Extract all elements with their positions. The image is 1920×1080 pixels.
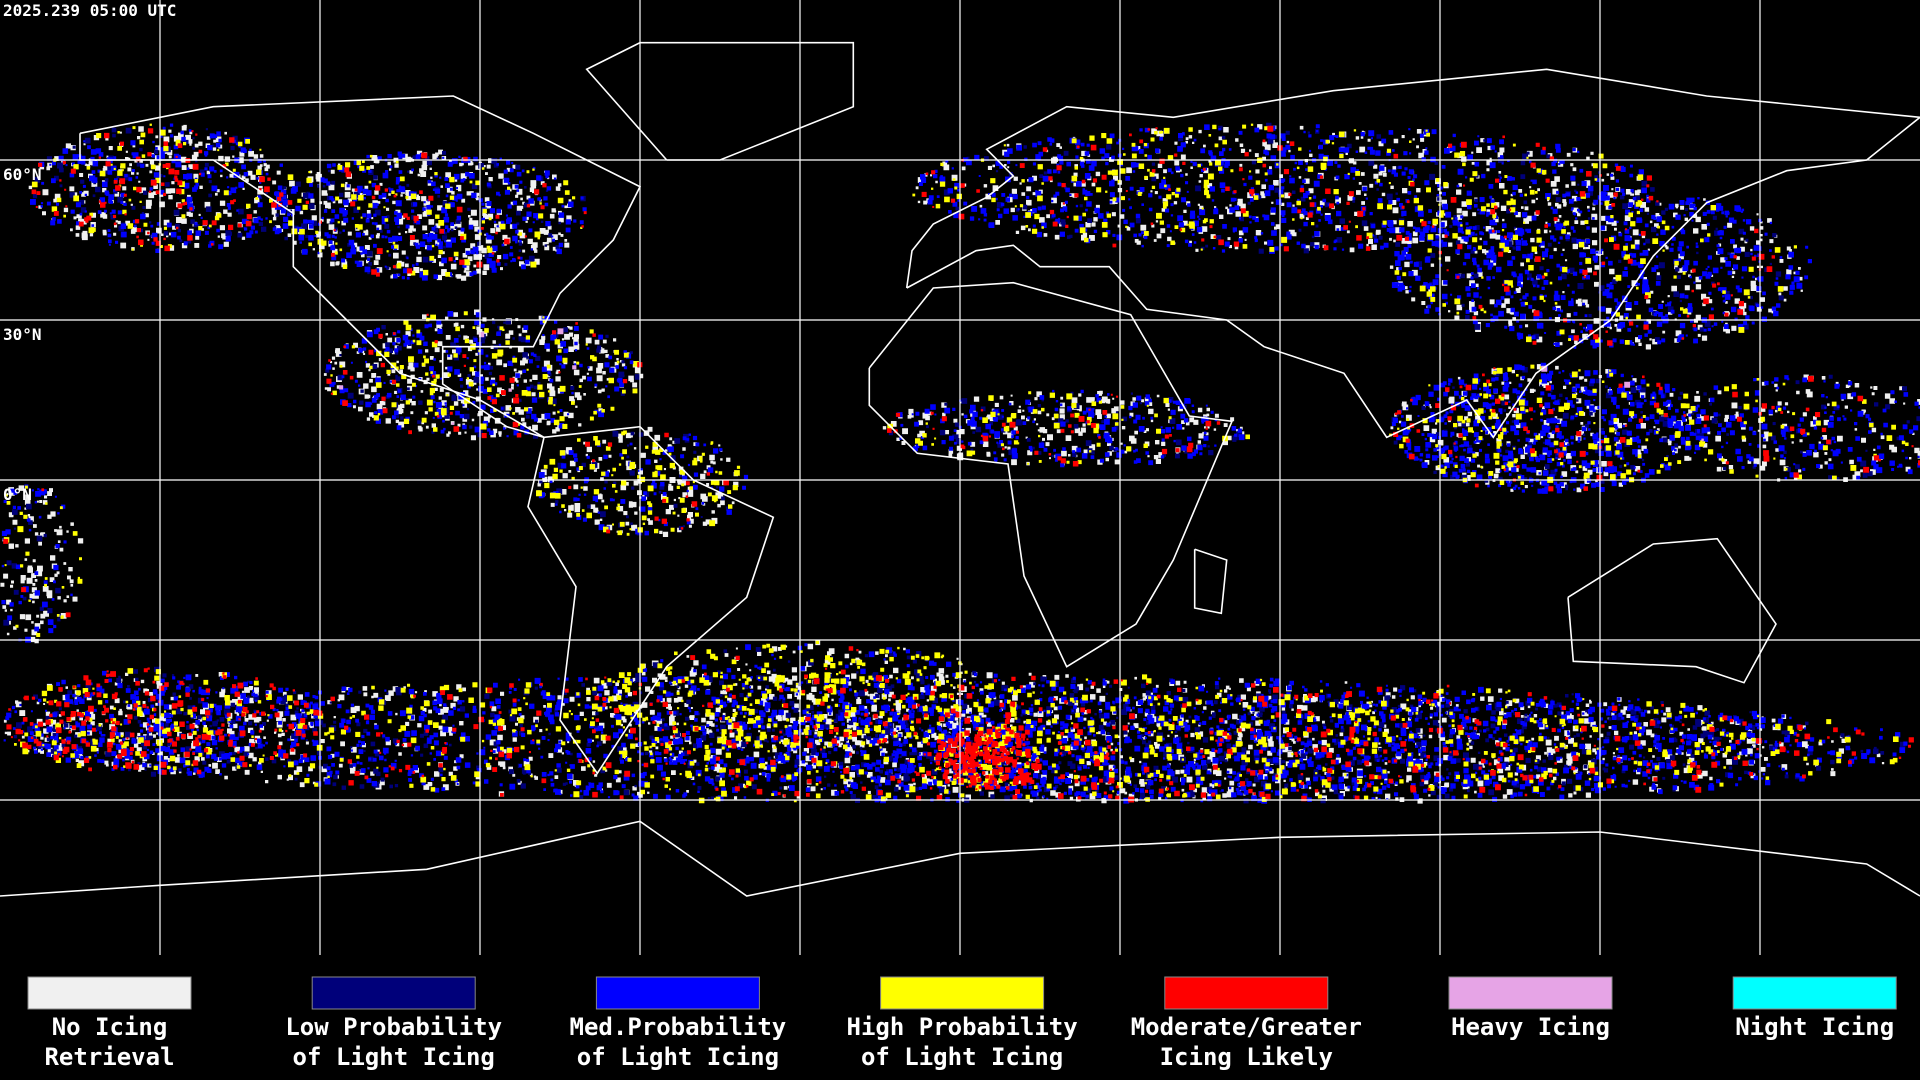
coastline: [79, 95, 642, 439]
legend-swatch: [880, 976, 1045, 1010]
legend-label: of Light Icing: [293, 1043, 495, 1071]
legend-panel: [0, 955, 1920, 1080]
icing-pixel-layer: [1, 123, 1920, 804]
legend-label: Moderate/Greater: [1131, 1013, 1362, 1041]
coastline: [1193, 548, 1228, 615]
legend-swatch: [1164, 976, 1329, 1010]
latitude-label: 30°N: [3, 325, 42, 344]
legend-swatch: [27, 976, 192, 1010]
legend-swatch: [1732, 976, 1897, 1010]
legend-label: Retrieval: [44, 1043, 174, 1071]
coastline: [527, 425, 775, 775]
timestamp: 2025.239 05:00 UTC: [3, 1, 176, 20]
coastlines: [0, 41, 1920, 897]
legend-label: Low Probability: [285, 1013, 502, 1041]
legend-label: of Light Icing: [861, 1043, 1063, 1071]
coastline: [0, 820, 1920, 897]
legend-label: Icing Likely: [1160, 1043, 1333, 1071]
latitude-labels: 60°N 30°N 0°N: [3, 165, 42, 504]
legend-label: Night Icing: [1735, 1013, 1894, 1041]
legend-swatch: [595, 976, 760, 1010]
latitude-label: 0°N: [3, 485, 32, 504]
legend-label: of Light Icing: [577, 1043, 779, 1071]
legend-label: No Icing: [52, 1013, 168, 1041]
legend-swatch: [1448, 976, 1613, 1010]
legend-label: Med.Probability: [570, 1013, 787, 1041]
coastline: [905, 68, 1920, 439]
icing-pixel-layer: [0, 124, 1920, 804]
coastline: [868, 281, 1234, 668]
legend-label: Heavy Icing: [1451, 1013, 1610, 1041]
legend-swatch: [311, 976, 476, 1010]
legend-label: High Probability: [847, 1013, 1078, 1041]
icing-pixels: [0, 122, 1920, 804]
latitude-label: 60°N: [3, 165, 42, 184]
graticule: [0, 0, 1920, 955]
